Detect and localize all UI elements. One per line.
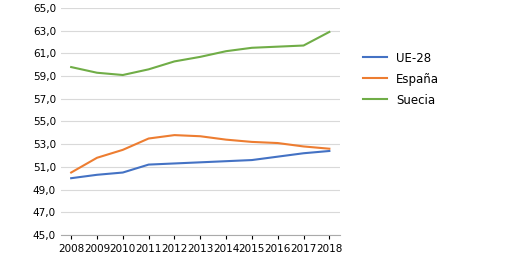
UE-28 [94,173,100,176]
España [327,147,333,150]
Line: España: España [71,135,330,173]
Suecia [275,45,281,48]
Suecia [197,55,203,59]
UE-28 [275,155,281,158]
Suecia [146,68,152,71]
España [94,156,100,159]
España [197,135,203,138]
UE-28 [120,171,126,174]
UE-28 [301,152,307,155]
Suecia [249,46,255,49]
España [120,148,126,151]
España [146,137,152,140]
Suecia [327,30,333,33]
Legend: UE-28, España, Suecia: UE-28, España, Suecia [359,48,443,111]
España [301,145,307,148]
UE-28 [223,160,229,163]
Suecia [223,50,229,53]
España [171,133,177,137]
Suecia [68,65,74,69]
UE-28 [146,163,152,166]
UE-28 [197,161,203,164]
Suecia [94,71,100,74]
UE-28 [68,177,74,180]
UE-28 [249,158,255,162]
Line: Suecia: Suecia [71,32,330,75]
España [68,171,74,174]
Suecia [171,60,177,63]
Line: UE-28: UE-28 [71,151,330,178]
UE-28 [327,149,333,153]
UE-28 [171,162,177,165]
España [249,140,255,144]
Suecia [120,73,126,77]
España [223,138,229,141]
España [275,141,281,145]
Suecia [301,44,307,47]
